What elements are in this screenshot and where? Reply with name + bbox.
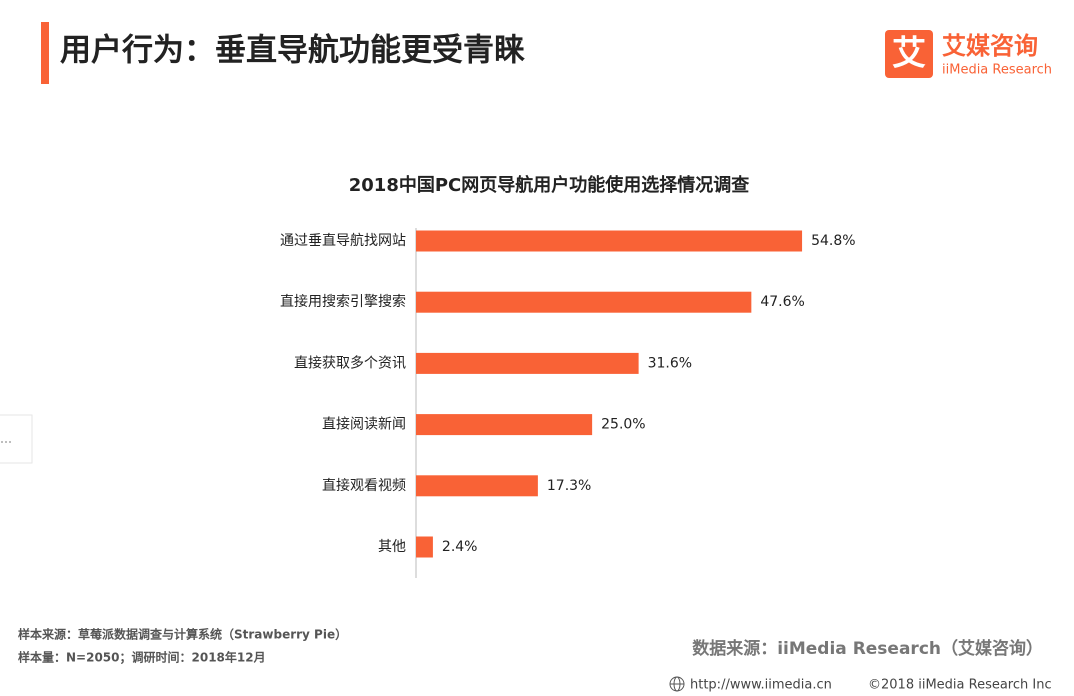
bar [416, 230, 803, 252]
category-label: 直接获取多个资讯 [294, 354, 406, 371]
copyright: ©2018 iiMedia Research Inc [868, 678, 1052, 693]
logo-mark-box [885, 30, 933, 78]
side-widget[interactable] [0, 414, 33, 464]
globe-icon [669, 676, 685, 692]
category-label: 通过垂直导航找网站 [280, 232, 406, 249]
value-label: 17.3% [547, 478, 591, 494]
logo-mark: 艾 [892, 34, 926, 74]
category-label: 直接阅读新闻 [322, 416, 406, 433]
category-label: 直接观看视频 [322, 477, 406, 494]
url[interactable]: http://www.iimedia.cn [690, 678, 832, 693]
chart-title: 2018中国PC网页导航用户功能使用选择情况调查 [349, 174, 750, 196]
bar [416, 536, 433, 558]
side-widget-dots [1, 441, 11, 443]
value-label: 54.8% [811, 233, 855, 249]
bar [416, 291, 752, 313]
category-label: 直接用搜索引擎搜索 [280, 293, 406, 310]
category-label: 其他 [378, 539, 406, 555]
value-label: 2.4% [442, 539, 478, 555]
bar [416, 414, 593, 436]
value-label: 47.6% [760, 294, 804, 310]
bar [416, 352, 639, 374]
sample-source: 样本来源：草莓派数据调查与计算系统（Strawberry Pie） [18, 627, 347, 642]
page-title: 用户行为：垂直导航功能更受青睐 [60, 33, 525, 69]
title-accent [41, 22, 49, 84]
value-label: 31.6% [648, 355, 692, 371]
value-label: 25.0% [601, 417, 645, 433]
logo-name: 艾媒咨询 [942, 32, 1038, 60]
logo-sub: iiMedia Research [942, 63, 1052, 78]
sample-size: 样本量：N=2050；调研时间：2018年12月 [18, 650, 266, 665]
data-source: 数据来源：iiMedia Research（艾媒咨询） [692, 638, 1043, 659]
bar [416, 475, 538, 497]
